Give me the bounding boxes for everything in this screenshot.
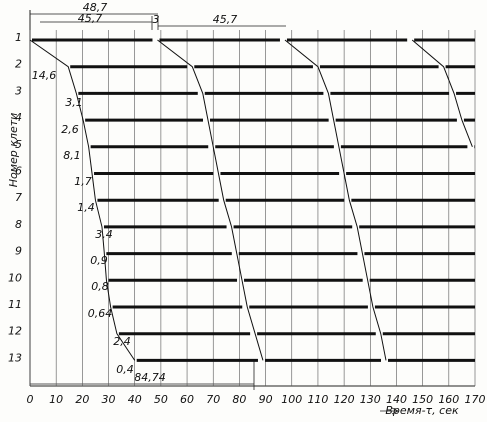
y-tick-label: 13 xyxy=(8,351,22,364)
axis-arrow xyxy=(380,407,399,415)
x-tick-label: 10 xyxy=(49,393,63,406)
x-tick-label: 90 xyxy=(259,393,273,406)
x-tick-label: 100 xyxy=(281,393,302,406)
annotation: 3 xyxy=(153,13,160,26)
annotation: 2,6 xyxy=(61,123,79,136)
x-tick-label: 170 xyxy=(465,393,486,406)
x-tick-label: 130 xyxy=(360,393,381,406)
annotation: 45,7 xyxy=(78,12,103,25)
annotation: 0,4 xyxy=(116,363,134,376)
annotation: 14,6 xyxy=(32,69,57,82)
y-tick-label: 1 xyxy=(15,31,22,44)
annotation: 0,8 xyxy=(91,280,109,293)
x-tick-label: 70 xyxy=(206,393,220,406)
y-tick-label: 9 xyxy=(15,245,22,258)
x-tick-label: 20 xyxy=(75,393,89,406)
y-tick-label: 2 xyxy=(15,58,22,71)
x-tick-label: 40 xyxy=(128,393,142,406)
x-tick-label: 50 xyxy=(154,393,168,406)
annotation: 48,7 xyxy=(83,1,108,14)
y-tick-label: 4 xyxy=(15,111,22,124)
dimension-lines xyxy=(30,13,286,390)
annotation: 2,4 xyxy=(113,335,131,348)
billet-path xyxy=(29,39,136,361)
x-tick-label: 80 xyxy=(232,393,246,406)
x-tick-label: 150 xyxy=(412,393,433,406)
x-axis-label: Время-τ, сек xyxy=(385,404,459,417)
annotation: 1,4 xyxy=(77,201,95,214)
x-tick-label: 160 xyxy=(438,393,459,406)
annotation: 0,9 xyxy=(90,254,108,267)
annotation: 8,1 xyxy=(63,149,81,162)
annotation: 45,7 xyxy=(213,13,238,26)
billet-path xyxy=(284,39,387,361)
billet-path xyxy=(411,39,473,147)
annotation: 84,74 xyxy=(134,371,166,384)
annotation: 3,1 xyxy=(65,96,83,109)
y-tick-label: 11 xyxy=(8,298,22,311)
y-tick-label: 10 xyxy=(8,271,22,284)
y-tick-label: 6 xyxy=(15,165,22,178)
x-tick-label: 110 xyxy=(307,393,328,406)
x-tick-label: 30 xyxy=(102,393,116,406)
y-tick-label: 12 xyxy=(8,325,22,338)
annotation: 1,7 xyxy=(74,175,92,188)
x-tick-label: 120 xyxy=(334,393,355,406)
annotation: 3,4 xyxy=(95,228,113,241)
x-tick-label: 0 xyxy=(27,393,34,406)
y-tick-label: 7 xyxy=(15,191,22,204)
y-tick-label: 8 xyxy=(15,218,22,231)
x-tick-label: 60 xyxy=(180,393,194,406)
billet-path xyxy=(157,39,264,361)
annotation: 0,64 xyxy=(88,307,113,320)
y-axis-label: Номер клети xyxy=(7,113,20,188)
y-tick-label: 5 xyxy=(15,138,22,151)
y-tick-label: 3 xyxy=(15,84,22,97)
x-tick-label: 140 xyxy=(386,393,407,406)
